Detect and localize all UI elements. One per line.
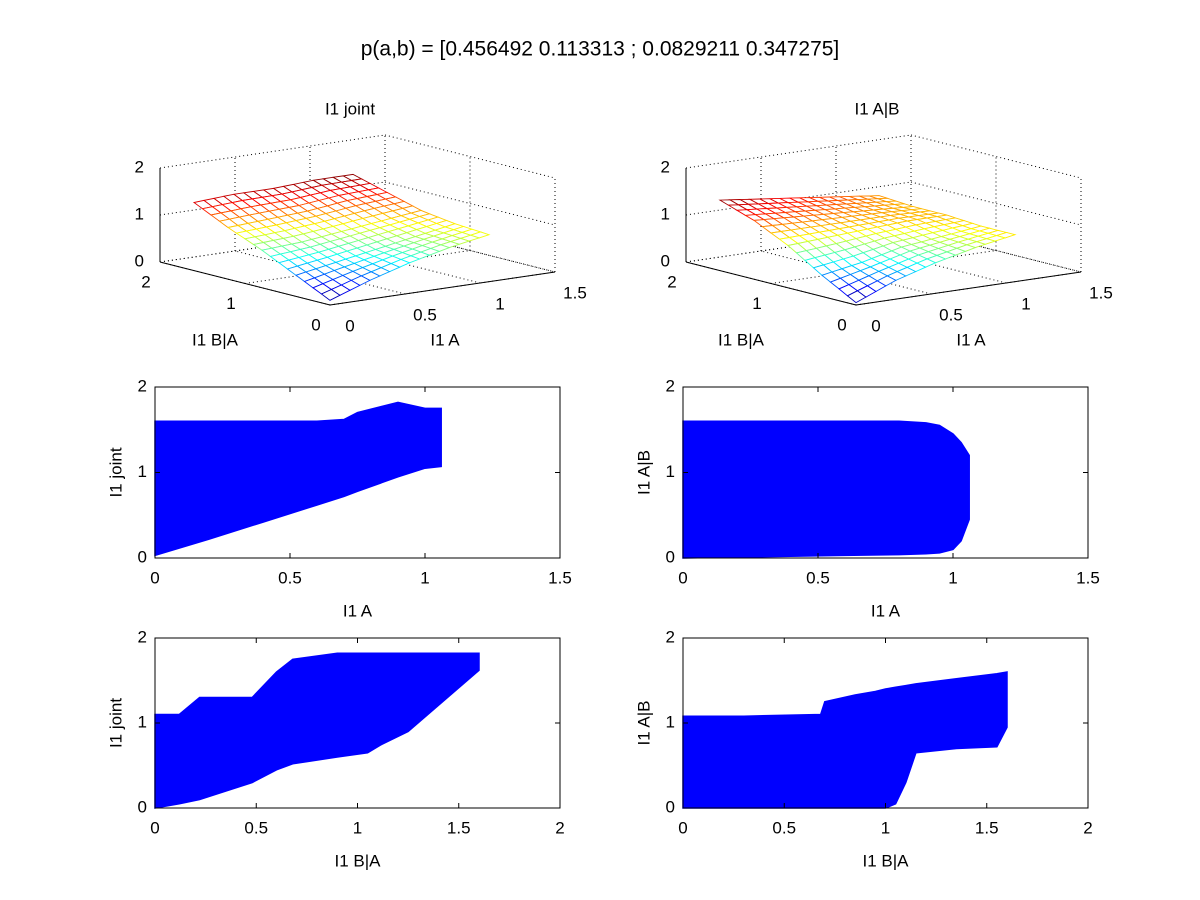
x-tick-label: 1 — [948, 568, 957, 587]
x-axis-label: I1 B|A — [335, 851, 382, 870]
x-axis-label: I1 A — [956, 330, 986, 349]
axis-line — [159, 261, 331, 306]
x-tick-label: 1 — [420, 568, 429, 587]
grid-line — [159, 134, 386, 169]
x-tick-label: 2 — [555, 818, 564, 837]
x-tick-label: 1.5 — [975, 818, 999, 837]
y-tick-label: 1 — [138, 462, 147, 481]
z-tick-label: 0 — [661, 251, 670, 270]
x-tick-label: 0 — [150, 568, 159, 587]
x-axis-label: I1 B|A — [863, 851, 910, 870]
scatter-cloud — [154, 652, 480, 809]
y-tick-label: 2 — [666, 627, 675, 646]
y-axis-label: I1 joint — [106, 447, 125, 497]
surface-cell — [846, 290, 867, 304]
y-tick-label: 0 — [837, 315, 846, 334]
x-tick-label: 1 — [353, 818, 362, 837]
surface-cell — [320, 288, 341, 301]
y-tick-label: 2 — [141, 272, 150, 291]
y-tick-label: 1 — [666, 712, 675, 731]
y-tick-label: 0 — [138, 797, 147, 816]
x-axis-label: I1 A — [343, 601, 373, 620]
y-tick-label: 0 — [666, 797, 675, 816]
z-tick-label: 0 — [135, 251, 144, 270]
figure-title: p(a,b) = [0.456492 0.113313 ; 0.0829211 … — [361, 38, 840, 61]
grid-line — [685, 134, 912, 169]
x-tick-label: 0.5 — [278, 568, 302, 587]
x-tick-label: 1.5 — [563, 283, 587, 302]
axis-line — [329, 271, 556, 306]
x-tick-label: 0.5 — [413, 305, 437, 324]
x-tick-label: 2 — [1083, 818, 1092, 837]
y-tick-label: 1 — [752, 294, 761, 313]
y-tick-label: 1 — [138, 712, 147, 731]
y-tick-label: 0 — [311, 315, 320, 334]
scatter-cloud — [682, 671, 1008, 809]
y-tick-label: 1 — [226, 294, 235, 313]
x-tick-label: 1.5 — [1089, 283, 1113, 302]
x-tick-label: 0 — [345, 316, 354, 335]
x-axis-label: I1 A — [430, 330, 460, 349]
x-tick-label: 1 — [881, 818, 890, 837]
y-tick-label: 0 — [138, 547, 147, 566]
x-tick-label: 1.5 — [1076, 568, 1100, 587]
x-tick-label: 1 — [1021, 294, 1030, 313]
y-axis-label: I1 B|A — [718, 330, 765, 349]
y-tick-label: 0 — [666, 547, 675, 566]
y-axis-label: I1 joint — [106, 698, 125, 748]
x-tick-label: 0 — [871, 316, 880, 335]
y-axis-label: I1 B|A — [192, 330, 239, 349]
z-tick-label: 1 — [135, 204, 144, 223]
y-tick-label: 2 — [138, 376, 147, 395]
x-tick-label: 1.5 — [548, 568, 572, 587]
x-tick-label: 1.5 — [447, 818, 471, 837]
x-tick-label: 0.5 — [806, 568, 830, 587]
y-axis-label: I1 A|B — [634, 700, 653, 745]
x-tick-label: 0 — [150, 818, 159, 837]
axis-line — [685, 261, 857, 306]
x-tick-label: 0.5 — [939, 305, 963, 324]
subplot-title: I1 joint — [325, 99, 375, 118]
x-tick-label: 0.5 — [244, 818, 268, 837]
x-tick-label: 0.5 — [772, 818, 796, 837]
y-tick-label: 2 — [667, 272, 676, 291]
subplot-title: I1 A|B — [854, 99, 899, 118]
y-tick-label: 1 — [666, 462, 675, 481]
z-tick-label: 1 — [661, 204, 670, 223]
x-tick-label: 0 — [678, 818, 687, 837]
x-tick-label: 1 — [495, 294, 504, 313]
axis-line — [855, 271, 1082, 306]
z-tick-label: 2 — [135, 157, 144, 176]
x-axis-label: I1 A — [871, 601, 901, 620]
scatter-cloud — [154, 401, 442, 557]
y-tick-label: 2 — [666, 376, 675, 395]
y-axis-label: I1 A|B — [634, 450, 653, 495]
z-tick-label: 2 — [661, 157, 670, 176]
x-tick-label: 0 — [678, 568, 687, 587]
y-tick-label: 2 — [138, 627, 147, 646]
scatter-cloud — [682, 420, 970, 559]
